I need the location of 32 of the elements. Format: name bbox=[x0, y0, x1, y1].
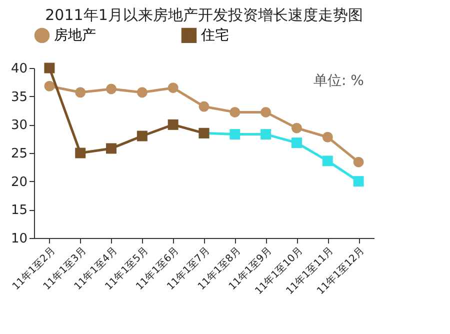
point bbox=[198, 101, 210, 112]
point bbox=[106, 143, 117, 154]
point bbox=[106, 84, 117, 94]
point bbox=[322, 132, 333, 142]
y-tick-label: 35 bbox=[10, 90, 28, 105]
point bbox=[168, 119, 178, 130]
point bbox=[353, 176, 364, 187]
y-tick-label: 40 bbox=[10, 62, 28, 76]
point bbox=[75, 148, 86, 158]
point bbox=[291, 122, 302, 134]
point bbox=[44, 62, 55, 74]
annotation: 单位: % bbox=[314, 73, 364, 89]
legend-label: 房地产 bbox=[54, 27, 96, 44]
point bbox=[291, 138, 302, 148]
point bbox=[75, 87, 86, 98]
point bbox=[136, 87, 148, 98]
y-tick-label: 30 bbox=[10, 118, 28, 134]
y-tick-label: 20 bbox=[10, 174, 28, 190]
chart-title: 2011年1月以来房地产开发投资增长速度走势图 bbox=[45, 6, 363, 24]
point bbox=[230, 129, 240, 140]
y-tick-label: 25 bbox=[10, 146, 28, 162]
point bbox=[136, 130, 148, 142]
point bbox=[44, 80, 55, 92]
legend-label: 住宅 bbox=[200, 27, 229, 44]
point bbox=[230, 106, 240, 118]
point bbox=[260, 129, 272, 140]
y-tick-label: 15 bbox=[10, 203, 28, 218]
point bbox=[260, 106, 272, 118]
point bbox=[322, 156, 333, 166]
point bbox=[168, 82, 178, 94]
point bbox=[353, 156, 364, 168]
y-tick-label: 10 bbox=[10, 232, 28, 246]
